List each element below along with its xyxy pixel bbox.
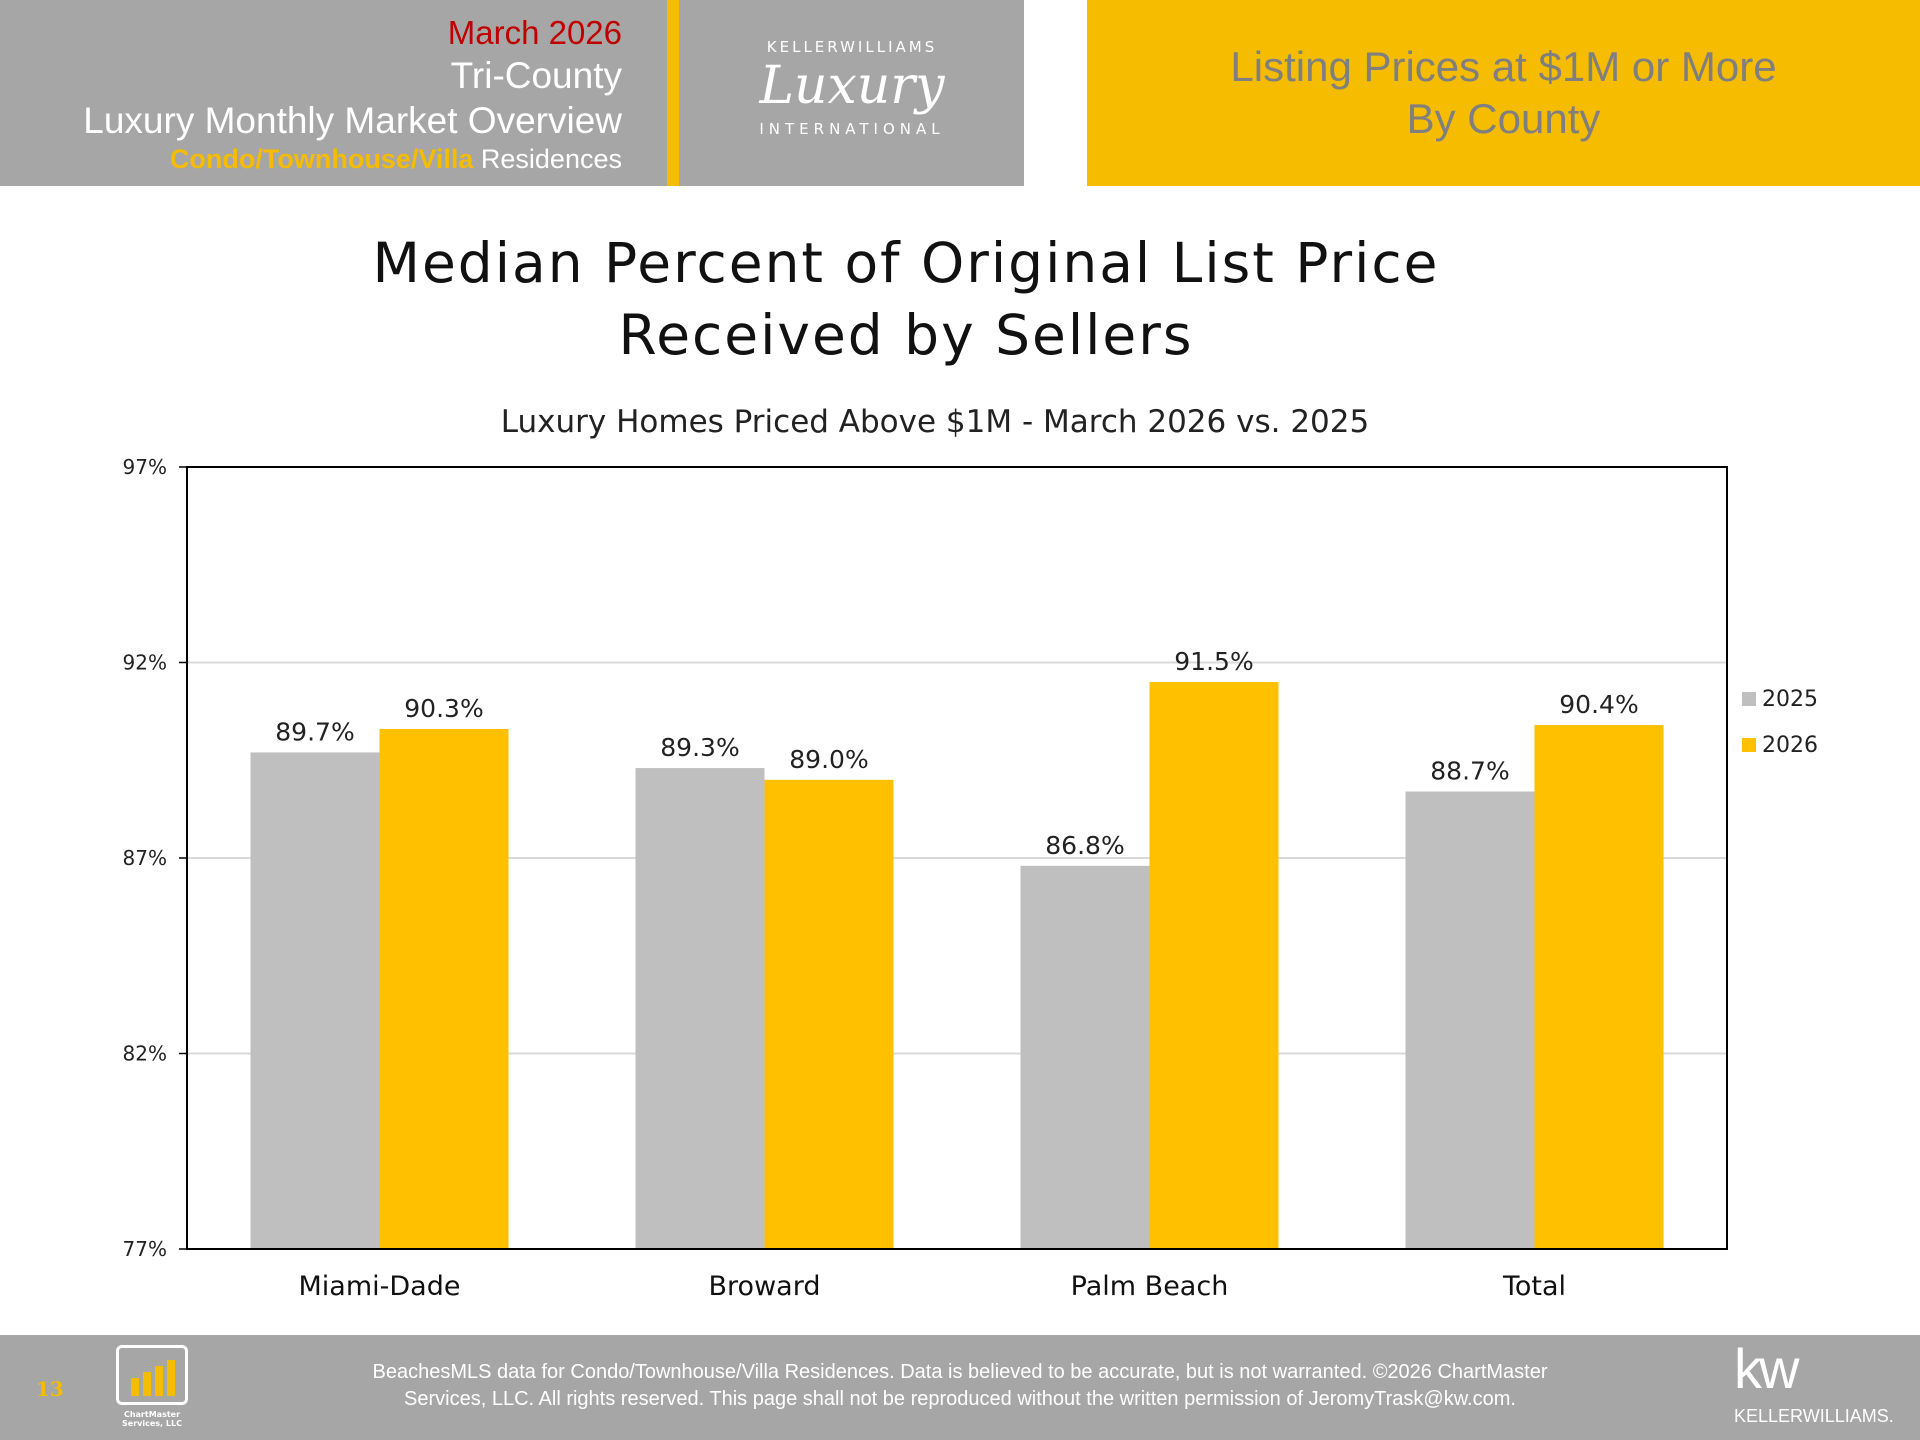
data-label: 88.7%	[1430, 757, 1509, 786]
data-label: 89.3%	[660, 733, 739, 762]
chartmaster-logo	[116, 1345, 188, 1405]
x-tick-label: Total	[1502, 1271, 1566, 1302]
property-type-highlight: Condo/Townhouse/Villa	[169, 144, 474, 174]
property-type-rest: Residences	[473, 144, 622, 174]
data-label: 91.5%	[1174, 647, 1253, 676]
data-label: 90.4%	[1559, 690, 1638, 719]
kw-logo: kw	[1734, 1337, 1799, 1400]
x-tick-label: Palm Beach	[1071, 1271, 1229, 1302]
data-label: 86.8%	[1045, 831, 1124, 860]
legend-label: 2026	[1762, 733, 1818, 758]
chart-title-line1: Median Percent of Original List Price	[372, 231, 1440, 295]
legend-swatch	[1742, 692, 1756, 706]
y-tick-label: 77%	[123, 1237, 167, 1261]
chart-title-line2: Received by Sellers	[618, 303, 1194, 367]
section-banner: Listing Prices at $1M or More By County	[1087, 0, 1920, 186]
section-title-line1: Listing Prices at $1M or More	[1230, 43, 1777, 90]
bar-2026	[379, 728, 509, 1249]
y-tick-label: 92%	[123, 651, 167, 675]
logo-script-text: Luxury	[759, 56, 945, 116]
logo-top-text: KELLERWILLIAMS	[766, 38, 938, 56]
legend-label: 2025	[1762, 687, 1818, 712]
footer: 13 ChartMaster Services, LLC BeachesMLS …	[0, 1335, 1920, 1440]
data-label: 90.3%	[404, 694, 483, 723]
x-tick-label: Broward	[709, 1271, 821, 1302]
bar-2025	[250, 752, 380, 1249]
data-label: 89.0%	[789, 745, 868, 774]
y-tick-label: 87%	[123, 846, 167, 870]
section-title-line2: By County	[1406, 95, 1601, 142]
header-divider	[667, 0, 679, 186]
footer-disclaimer: BeachesMLS data for Condo/Townhouse/Vill…	[230, 1359, 1690, 1413]
logo-bottom-text: INTERNATIONAL	[759, 120, 945, 138]
bar-2026	[764, 779, 894, 1249]
bar-2025	[635, 768, 765, 1249]
chartmaster-logo-text: ChartMaster Services, LLC	[122, 1410, 182, 1428]
legend-swatch	[1742, 738, 1756, 752]
kw-name: KELLERWILLIAMS.	[1734, 1406, 1894, 1426]
data-label: 89.7%	[275, 717, 354, 746]
chart-subtitle: Luxury Homes Priced Above $1M - March 20…	[500, 404, 1370, 440]
page-number: 13	[36, 1377, 64, 1401]
bar-2026	[1149, 682, 1279, 1249]
x-tick-label: Miami-Dade	[299, 1271, 461, 1302]
bar-2025	[1020, 865, 1150, 1249]
disclaimer-line2: Services, LLC. All rights reserved. This…	[404, 1388, 1516, 1410]
plot-frame	[186, 466, 1728, 1250]
kw-luxury-logo: KELLERWILLIAMS Luxury INTERNATIONAL	[680, 0, 1024, 186]
header-banner	[0, 0, 1024, 186]
bar-2026	[1534, 725, 1664, 1249]
report-date: March 2026	[447, 14, 622, 51]
report-title: Luxury Monthly Market Overview	[83, 100, 622, 141]
report-region: Tri-County	[450, 55, 622, 96]
disclaimer-line1: BeachesMLS data for Condo/Townhouse/Vill…	[372, 1361, 1548, 1383]
property-type: Condo/Townhouse/Villa Residences	[170, 144, 622, 175]
y-tick-label: 82%	[123, 1042, 167, 1066]
y-tick-label: 97%	[123, 455, 167, 479]
bar-2025	[1405, 791, 1535, 1249]
